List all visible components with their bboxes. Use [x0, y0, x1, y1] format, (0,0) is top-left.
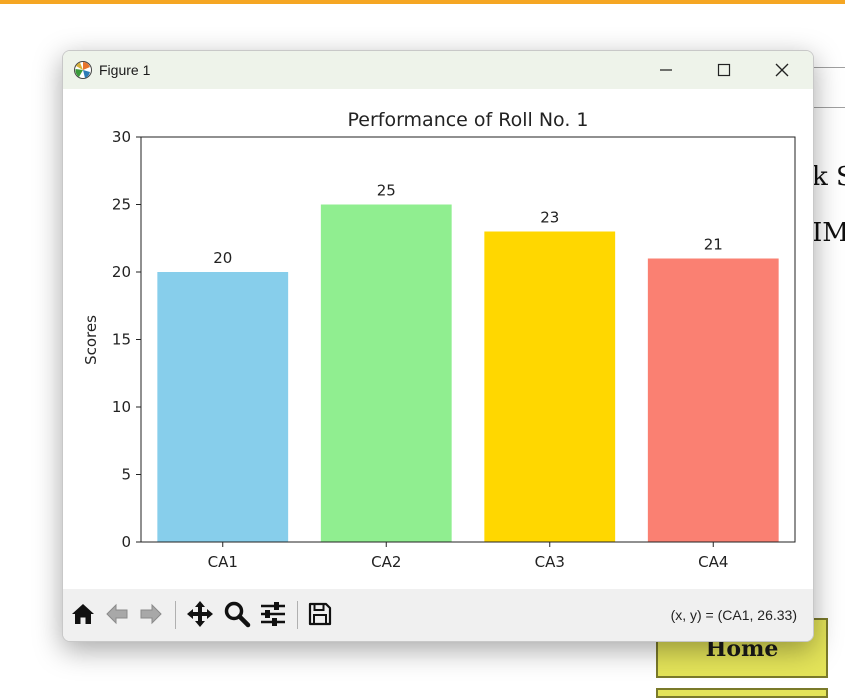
close-icon: [775, 63, 789, 77]
toolbar-separator: [297, 601, 298, 629]
x-tick-label: CA4: [698, 553, 728, 571]
y-tick-label: 0: [121, 533, 131, 551]
bar-ca2: [320, 204, 452, 542]
bar-value-label: 20: [213, 249, 232, 267]
axes-frame: [140, 136, 796, 543]
navigation-toolbar: (x, y) = (CA1, 26.33): [63, 589, 813, 641]
save-tool-button[interactable]: [306, 600, 334, 628]
pan-icon: [187, 601, 213, 627]
y-tick-label: 10: [112, 398, 131, 416]
bar-value-label: 21: [704, 236, 723, 254]
page-top-strip: [0, 0, 845, 4]
bar-ca1: [157, 272, 289, 542]
zoom-tool-button[interactable]: [223, 600, 251, 628]
chart-title: Performance of Roll No. 1: [347, 109, 588, 131]
y-tick-label: 5: [121, 466, 131, 484]
pan-tool-button[interactable]: [186, 600, 214, 628]
home-icon: [72, 604, 94, 624]
forward-arrow-icon: [140, 603, 162, 625]
plot-canvas[interactable]: 20 25 23 21 0 5 10 15 20 25 30 CA1 CA2 CA3 CA4 Perfo…: [63, 89, 813, 589]
configure-tool-button[interactable]: [259, 600, 287, 628]
next-nav-button[interactable]: [656, 688, 828, 698]
home-tool-button[interactable]: [69, 600, 97, 628]
minimize-icon: [660, 69, 672, 71]
back-tool-button[interactable]: [103, 600, 131, 628]
matplotlib-app-icon: [74, 61, 92, 79]
save-icon: [308, 602, 332, 626]
bar-ca3: [484, 231, 616, 542]
title-bar[interactable]: Figure 1: [63, 51, 813, 89]
y-tick-label: 20: [112, 263, 131, 281]
background-subheading-fragment: IM: [812, 218, 845, 248]
back-arrow-icon: [106, 603, 128, 625]
bar-chart: 20 25 23 21 0 5 10 15 20 25 30 CA1 CA2 CA3 CA4 Perfo…: [82, 109, 796, 571]
background-divider: [812, 107, 845, 108]
x-tick-label: CA3: [535, 553, 565, 571]
minimize-button[interactable]: [637, 51, 695, 89]
close-button[interactable]: [753, 51, 811, 89]
background-divider: [812, 67, 845, 68]
maximize-button[interactable]: [695, 51, 753, 89]
x-tick-label: CA1: [208, 553, 238, 571]
toolbar-separator: [175, 601, 176, 629]
y-tick-label: 15: [112, 331, 131, 349]
y-tick-label: 30: [112, 128, 131, 146]
forward-tool-button[interactable]: [137, 600, 165, 628]
background-heading-fragment: k S: [812, 162, 845, 192]
configure-icon: [261, 602, 285, 626]
y-tick-label: 25: [112, 196, 131, 214]
bar-ca4: [647, 258, 779, 542]
cursor-coordinates: (x, y) = (CA1, 26.33): [670, 607, 797, 623]
bar-value-label: 25: [377, 182, 396, 200]
maximize-icon: [717, 63, 731, 77]
figure-window: Figure 1 20 25 23 21 0 5 10 15 20 25 30 CA1 CA2 CA3…: [62, 50, 814, 642]
zoom-icon: [224, 601, 251, 628]
y-axis-label: Scores: [82, 315, 100, 365]
bar-value-label: 23: [540, 209, 559, 227]
x-tick-label: CA2: [371, 553, 401, 571]
window-title: Figure 1: [99, 62, 151, 78]
